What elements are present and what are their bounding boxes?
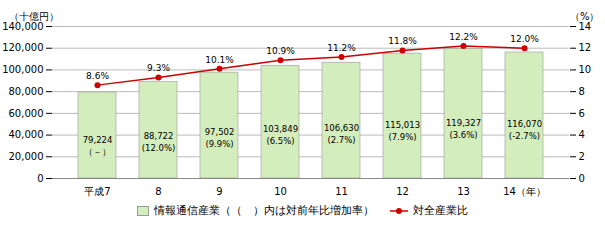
svg-text:(7.9%): (7.9%) [388, 132, 416, 142]
svg-text:8.6%: 8.6% [86, 71, 109, 81]
svg-text:10: 10 [274, 186, 287, 197]
svg-text:13: 13 [457, 186, 470, 197]
svg-text:(9.9%): (9.9%) [205, 139, 233, 149]
svg-text:88,722: 88,722 [144, 131, 174, 141]
svg-text:14（年）: 14（年） [503, 186, 546, 197]
svg-text:4: 4 [579, 129, 585, 140]
svg-text:2: 2 [579, 151, 585, 162]
svg-text:115,013: 115,013 [385, 120, 420, 130]
svg-text:10.1%: 10.1% [205, 55, 234, 65]
svg-text:11.2%: 11.2% [327, 43, 356, 53]
svg-text:（－）: （－） [84, 147, 111, 157]
svg-text:(2.7%): (2.7%) [327, 135, 355, 145]
svg-text:0: 0 [579, 173, 585, 184]
svg-text:103,849: 103,849 [263, 124, 298, 134]
svg-text:97,502: 97,502 [205, 127, 235, 137]
svg-text:平成7: 平成7 [84, 186, 110, 197]
svg-text:（十億円）: （十億円） [9, 11, 59, 22]
svg-text:60,000: 60,000 [9, 108, 44, 119]
svg-text:116,070: 116,070 [507, 119, 542, 129]
svg-text:(-2.7%): (-2.7%) [509, 131, 540, 141]
svg-text:（%）: （%） [570, 11, 600, 22]
svg-text:12: 12 [396, 186, 409, 197]
svg-text:80,000: 80,000 [9, 86, 44, 97]
svg-text:10.9%: 10.9% [266, 46, 295, 56]
svg-text:9: 9 [216, 186, 222, 197]
svg-text:(3.6%): (3.6%) [449, 130, 477, 140]
svg-text:10: 10 [579, 64, 592, 75]
svg-text:106,630: 106,630 [324, 123, 359, 133]
svg-text:12: 12 [579, 42, 592, 53]
svg-text:140,000: 140,000 [2, 21, 43, 32]
svg-text:0: 0 [37, 173, 43, 184]
svg-text:40,000: 40,000 [9, 129, 44, 140]
html-text:対全産業比: 対全産業比 [413, 204, 468, 217]
svg-text:79,224: 79,224 [83, 135, 113, 145]
svg-text:8: 8 [579, 86, 585, 97]
svg-text:6: 6 [579, 108, 585, 119]
svg-text:(12.0%): (12.0%) [142, 143, 176, 153]
svg-text:14: 14 [579, 21, 592, 32]
svg-text:120,000: 120,000 [2, 42, 43, 53]
svg-text:12.2%: 12.2% [449, 32, 478, 42]
svg-text:8: 8 [155, 186, 161, 197]
svg-text:12.0%: 12.0% [510, 34, 539, 44]
html-text:情報通信産業（（ ）内は対前年比増加率）: 情報通信産業（（ ）内は対前年比増加率） [154, 204, 374, 217]
svg-text:11.8%: 11.8% [388, 36, 417, 46]
svg-text:100,000: 100,000 [2, 64, 43, 75]
svg-text:(6.5%): (6.5%) [266, 136, 294, 146]
svg-text:11: 11 [335, 186, 348, 197]
svg-text:20,000: 20,000 [9, 151, 44, 162]
svg-text:119,327: 119,327 [446, 118, 481, 128]
svg-text:9.3%: 9.3% [147, 63, 170, 73]
